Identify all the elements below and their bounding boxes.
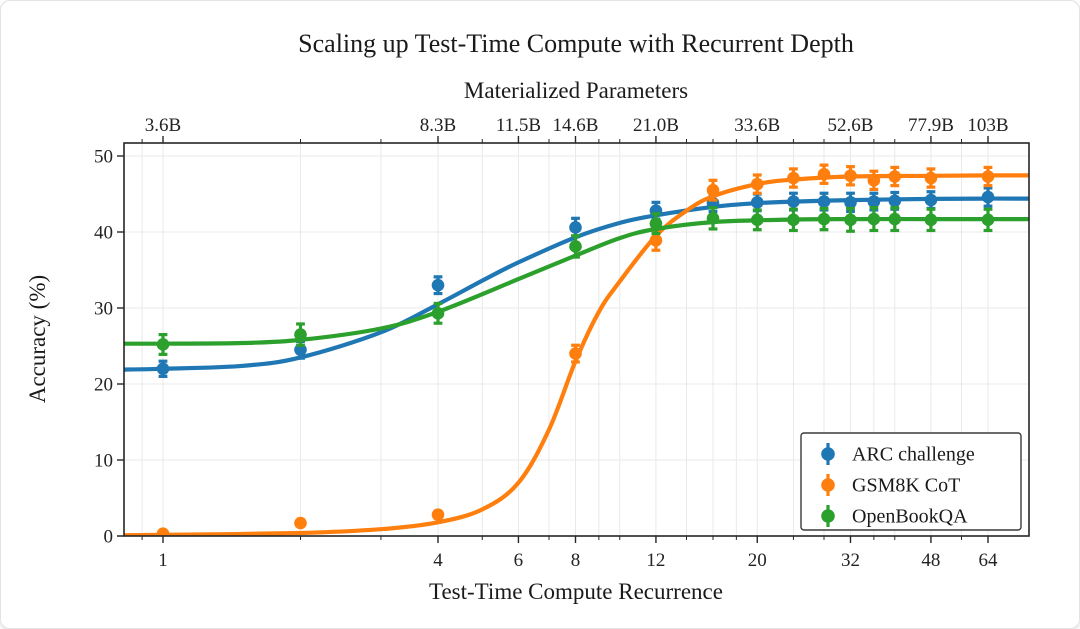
fit-curve	[124, 196, 1029, 372]
data-point	[888, 170, 902, 183]
series-dot-icon	[821, 447, 835, 461]
data-point	[569, 347, 582, 360]
data-point	[924, 213, 938, 227]
legend-item-gsm8k-cot: GSM8K CoT	[821, 474, 960, 497]
legend-box	[800, 432, 1022, 531]
y-tick-label: 10	[94, 451, 113, 472]
legend-label: GSM8K CoT	[852, 475, 960, 497]
data-point	[844, 213, 857, 227]
tick-labels: 1 4 6 8 12 20 32 48 64 3.6B 8.3B 11.5B 14.6B 21.0B 33.…	[94, 115, 1009, 571]
data-point	[649, 234, 663, 247]
top-axis-label: Materialized Parameters	[464, 78, 688, 103]
legend-item-arc-challenge: ARC challenge	[821, 443, 975, 466]
data-point	[569, 221, 582, 234]
data-point	[706, 183, 720, 197]
plot-area: 1 4 6 8 12 20 32 48 64 3.6B 8.3B 11.5B 14.6B 21.0B 33.…	[94, 115, 1030, 571]
data-point	[981, 170, 995, 183]
series-dot-icon	[821, 509, 835, 523]
data-point	[569, 240, 582, 253]
data-point	[844, 196, 857, 209]
legend: ARC challenge GSM8K CoT OpenBookQA	[800, 432, 1022, 531]
x-tick-label: 6	[514, 550, 524, 571]
x-tick-label: 64	[979, 550, 999, 571]
data-point	[888, 194, 902, 208]
y-tick-label: 30	[94, 299, 113, 320]
data-point	[924, 171, 938, 185]
x-tick-label: 48	[921, 550, 940, 571]
data-point	[817, 212, 831, 226]
data-point	[294, 328, 307, 341]
data-point	[156, 362, 170, 376]
top-tick-label: 21.0B	[633, 115, 679, 136]
data-point	[888, 212, 902, 226]
series-layer	[124, 163, 1029, 536]
data-point	[750, 177, 764, 191]
data-point	[924, 193, 938, 207]
x-tick-label: 1	[158, 550, 168, 571]
top-tick-label: 52.6B	[828, 115, 874, 136]
data-point	[981, 190, 995, 204]
top-tick-label: 8.3B	[420, 115, 456, 136]
top-tick-label: 3.6B	[145, 115, 181, 136]
data-point	[156, 527, 170, 536]
y-axis-label: Accuracy (%)	[25, 275, 50, 403]
data-point	[431, 508, 445, 522]
data-point	[787, 213, 800, 227]
data-point	[787, 171, 800, 185]
data-point	[817, 195, 831, 208]
x-axis-label: Test-Time Compute Recurrence	[429, 579, 723, 604]
series-gsm8k-cot	[124, 163, 1029, 536]
fit-curve	[124, 173, 1029, 536]
series-dot-icon	[821, 478, 835, 492]
top-tick-label: 14.6B	[553, 115, 599, 136]
series-openbookqa	[124, 206, 1029, 356]
plot-spines	[123, 142, 1030, 537]
legend-item-openbookqa: OpenBookQA	[821, 505, 968, 528]
y-tick-label: 50	[94, 147, 113, 168]
y-tick-label: 20	[94, 375, 113, 396]
axis-ticks	[117, 136, 989, 543]
data-point	[867, 212, 881, 226]
data-point	[867, 195, 881, 208]
x-tick-label: 8	[571, 550, 581, 571]
x-tick-label: 4	[433, 550, 443, 571]
data-point	[787, 195, 800, 208]
data-point	[156, 338, 170, 351]
x-tick-label: 12	[646, 550, 665, 571]
data-point	[706, 212, 720, 225]
fit-curve	[124, 216, 1029, 346]
data-point	[431, 307, 445, 320]
data-point	[750, 213, 764, 227]
data-point	[817, 167, 831, 181]
y-tick-label: 40	[94, 223, 113, 244]
data-point	[844, 169, 857, 183]
data-point	[294, 516, 307, 530]
data-point	[981, 213, 995, 227]
top-tick-label: 103B	[967, 115, 1008, 136]
chart-title: Scaling up Test-Time Compute with Recurr…	[298, 29, 854, 58]
data-point	[431, 278, 445, 292]
data-point	[649, 217, 663, 230]
data-point	[750, 196, 764, 209]
legend-label: ARC challenge	[852, 444, 975, 466]
x-tick-label: 32	[841, 550, 860, 571]
data-point	[867, 174, 881, 187]
y-tick-label: 0	[104, 527, 114, 548]
top-tick-label: 33.6B	[734, 115, 780, 136]
top-tick-label: 77.9B	[908, 115, 954, 136]
top-tick-label: 11.5B	[496, 115, 541, 136]
legend-label: OpenBookQA	[852, 506, 968, 528]
x-tick-label: 20	[748, 550, 767, 571]
